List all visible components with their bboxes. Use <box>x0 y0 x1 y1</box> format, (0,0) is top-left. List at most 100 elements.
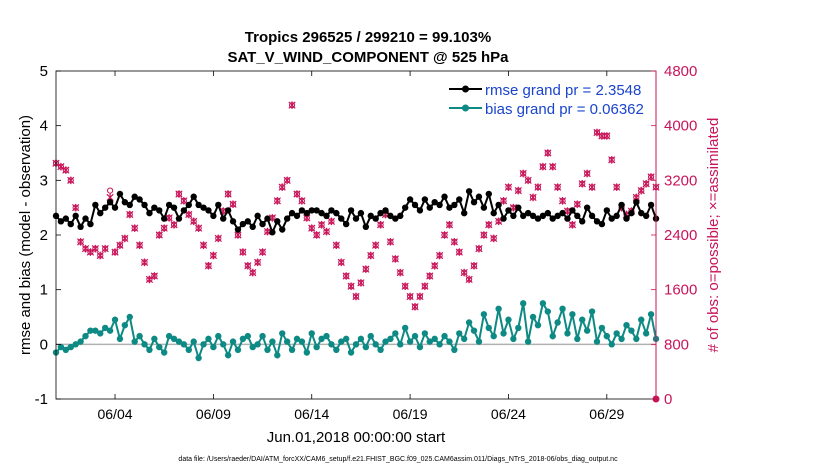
obs-assimilated-point <box>386 238 395 246</box>
obs-assimilated-point <box>199 241 208 250</box>
bias-point <box>416 343 424 351</box>
bias-point <box>520 300 527 307</box>
obs-layer <box>52 101 660 403</box>
rmse-point <box>200 204 207 211</box>
obs-assimilated-point <box>121 234 129 243</box>
obs-assimilated-point <box>254 258 262 267</box>
rmse-point <box>608 215 615 222</box>
bias-point <box>460 335 468 343</box>
bias-point <box>156 343 163 351</box>
rmse-point <box>377 209 384 217</box>
obs-assimilated-point <box>519 169 527 178</box>
obs-assimilated-point <box>450 238 458 246</box>
data-file-footnote: data file: /Users/raeder/DAI/ATM_forcXX/… <box>178 456 618 463</box>
bias-point <box>205 335 212 343</box>
rmse-point <box>77 223 84 230</box>
bias-point <box>583 327 591 334</box>
obs-assimilated-point <box>190 217 198 226</box>
rmse-point <box>520 212 527 220</box>
obs-assimilated-point <box>244 261 252 270</box>
obs-assimilated-point <box>490 234 498 243</box>
obs-assimilated-point <box>603 132 611 140</box>
bias-point <box>347 349 355 356</box>
bias-point <box>362 343 370 351</box>
obs-assimilated-point <box>150 272 158 280</box>
obs-assimilated-point <box>426 272 434 280</box>
rmse-point <box>259 220 266 228</box>
bias-point <box>101 324 109 332</box>
rmse-point <box>470 199 478 206</box>
rmse-point <box>342 220 350 228</box>
rmse-point <box>534 215 542 222</box>
obs-assimilated-point <box>499 197 508 205</box>
bias-point <box>549 332 556 340</box>
rmse-point <box>431 199 438 206</box>
obs-assimilated-point <box>347 282 355 291</box>
rmse-point <box>613 212 620 220</box>
obs-assimilated-point <box>416 292 424 301</box>
rmse-point <box>549 215 556 222</box>
obs-assimilated-point <box>539 162 547 171</box>
legend-rmse-label: rmse grand pr = 2.3548 <box>485 82 641 99</box>
obs-assimilated-point <box>593 128 601 137</box>
obs-assimilated-point <box>126 210 134 219</box>
rmse-point <box>618 201 625 209</box>
rmse-point <box>210 212 217 220</box>
rmse-point <box>303 209 311 217</box>
rmse-point <box>603 207 611 214</box>
bias-point <box>529 313 537 321</box>
bias-point <box>485 324 492 332</box>
bias-point <box>579 316 586 323</box>
y-axis-left-label: rmse and bias (model - observation) <box>17 115 34 355</box>
obs-assimilated-point <box>435 251 444 260</box>
bias-point <box>303 349 311 356</box>
obs-assimilated-point <box>81 244 90 253</box>
bias-point <box>121 322 129 329</box>
bias-point <box>67 343 74 351</box>
rmse-point <box>426 204 433 211</box>
obs-assimilated-point <box>460 268 468 277</box>
rmse-point <box>475 193 483 200</box>
y-right-tick-label: 800 <box>664 336 689 353</box>
bias-point <box>293 335 301 343</box>
rmse-point <box>569 207 576 214</box>
bias-point <box>569 311 576 318</box>
rmse-point <box>515 204 522 211</box>
rmse-point <box>451 201 458 209</box>
rmse-point <box>323 212 330 220</box>
rmse-point <box>308 207 315 214</box>
bias-point <box>185 346 192 353</box>
bias-point <box>539 300 547 307</box>
obs-assimilated-point <box>175 190 183 198</box>
obs-assimilated-point <box>180 197 188 205</box>
chart-title-line2: SAT_V_WIND_COMPONENT @ 525 hPa <box>227 49 509 66</box>
obs-assimilated-point <box>342 272 350 280</box>
bias-point <box>367 332 374 340</box>
rmse-point <box>495 201 502 209</box>
x-tick-label: 06/04 <box>97 406 132 422</box>
bias-point <box>259 332 266 340</box>
obs-assimilated-point <box>185 210 193 219</box>
rmse-point <box>313 207 320 214</box>
rmse-point <box>446 204 453 211</box>
bias-point <box>97 330 104 337</box>
rmse-point <box>293 212 301 220</box>
obs-assimilated-point <box>288 101 296 109</box>
rmse-point <box>456 196 463 203</box>
rmse-point <box>205 207 212 214</box>
rmse-point <box>288 209 296 217</box>
rmse-point <box>239 220 247 228</box>
obs-assimilated-point <box>367 251 375 260</box>
bias-point <box>598 324 606 332</box>
rmse-series-layer <box>52 188 660 236</box>
y-right-tick-label: 2400 <box>664 227 697 244</box>
bias-point <box>470 327 478 334</box>
bias-point <box>559 305 566 312</box>
rmse-point <box>579 218 586 225</box>
bias-point <box>77 338 84 345</box>
bias-point <box>57 343 65 351</box>
bias-point <box>313 343 320 351</box>
rmse-point <box>279 226 286 233</box>
bias-point <box>638 316 645 323</box>
